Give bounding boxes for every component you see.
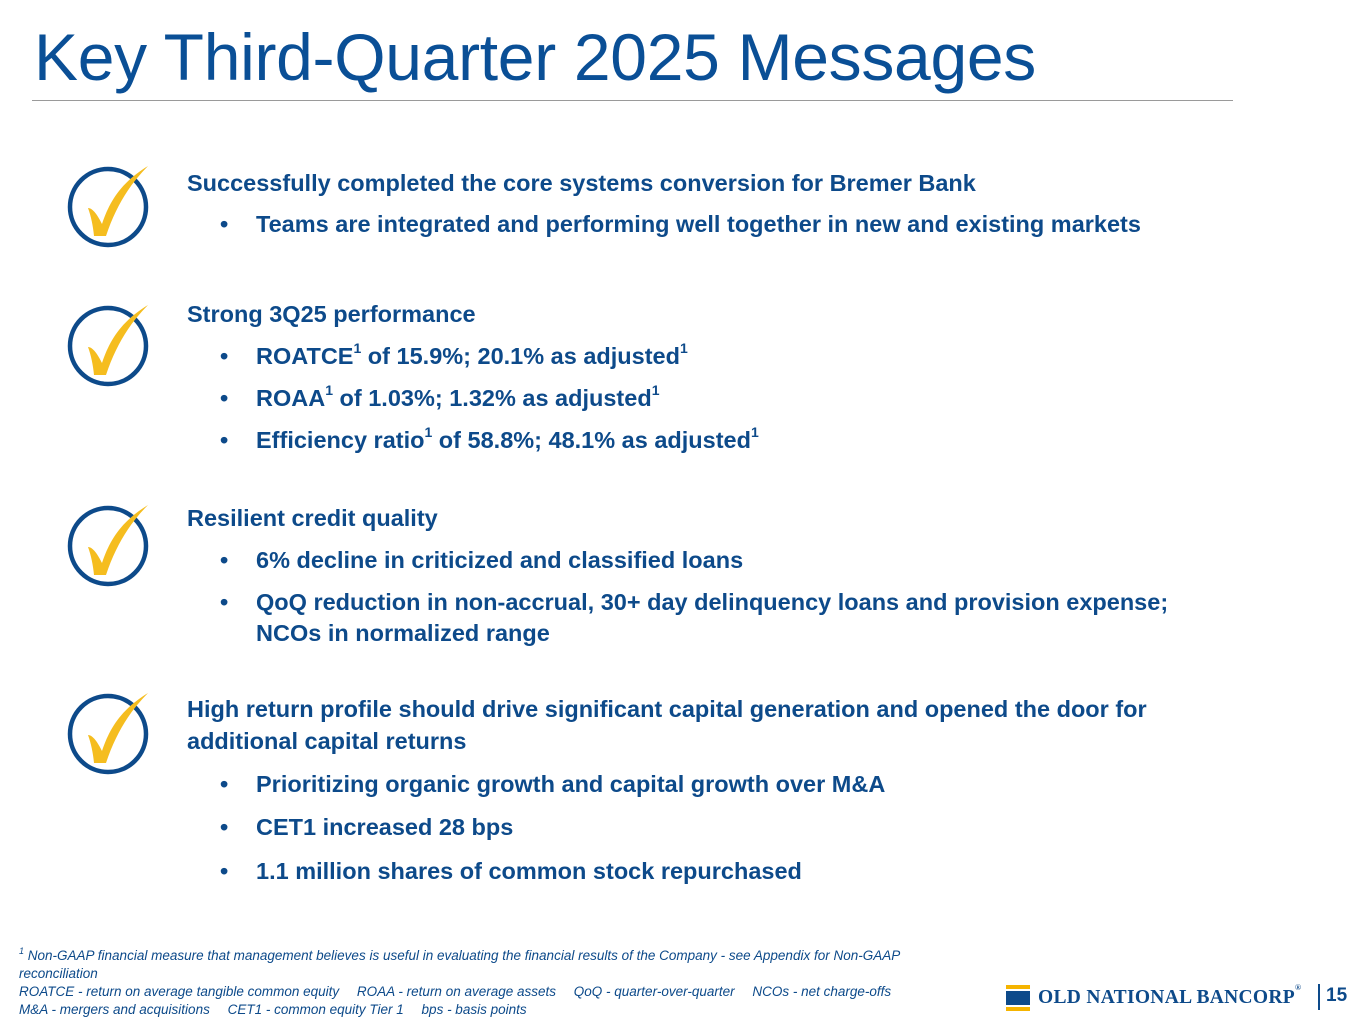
- abbrev-roaa: ROAA - return on average assets: [356, 984, 557, 999]
- bullet-cet1: • CET1 increased 28 bps: [220, 812, 1290, 843]
- bullet-text: CET1 increased 28 bps: [256, 814, 514, 840]
- footnote-non-gaap: 1 Non-GAAP financial measure that manage…: [19, 945, 979, 983]
- bullet-teams-integrated: • Teams are integrated and performing we…: [220, 209, 1290, 240]
- bullet-text: 6% decline in criticized and classified …: [256, 547, 744, 573]
- page-number: 15: [1326, 985, 1348, 1006]
- checkmark-circle-icon: [66, 164, 152, 250]
- page-number-divider: [1318, 984, 1320, 1010]
- footnote-marker: 1: [19, 945, 25, 956]
- bullet-roaa: • ROAA1 of 1.03%; 1.32% as adjusted1: [220, 383, 1290, 414]
- abbrev-ma: M&A - mergers and acquisitions: [19, 1002, 210, 1017]
- logo-mark-icon: [1006, 985, 1030, 1011]
- message-heading-conversion: Successfully completed the core systems …: [187, 170, 976, 196]
- bullet-marker: •: [220, 589, 229, 615]
- footnote-text: Non-GAAP financial measure that manageme…: [19, 948, 900, 981]
- bullet-marker: •: [220, 547, 229, 573]
- abbrev-ncos: NCOs - net charge-offs: [752, 984, 892, 999]
- bullet-text: Teams are integrated and performing well…: [256, 211, 1141, 237]
- footnote-ref: 1: [353, 340, 362, 357]
- message-heading-performance: Strong 3Q25 performance: [187, 301, 476, 327]
- metric-name: Efficiency ratio: [256, 427, 425, 453]
- bullet-organic-growth: • Prioritizing organic growth and capita…: [220, 769, 1290, 800]
- bullet-roatce: • ROATCE1 of 15.9%; 20.1% as adjusted1: [220, 341, 1290, 372]
- title-divider: [32, 100, 1233, 101]
- bullet-marker: •: [220, 771, 229, 797]
- footnote-ref: 1: [424, 424, 433, 441]
- bullet-text: 1.1 million shares of common stock repur…: [256, 858, 802, 884]
- footnotes: 1 Non-GAAP financial measure that manage…: [19, 945, 1009, 1019]
- checkmark-circle-icon: [66, 303, 152, 389]
- metric-name: ROAA: [256, 385, 326, 411]
- bullet-marker: •: [220, 211, 229, 237]
- logo-text: OLD NATIONAL BANCORP: [1038, 987, 1295, 1008]
- bullet-marker: •: [220, 343, 229, 369]
- abbrev-roatce: ROATCE - return on average tangible comm…: [19, 984, 340, 999]
- registered-mark: ®: [1295, 982, 1302, 992]
- bullet-marker: •: [220, 858, 229, 884]
- metric-values: of 15.9%; 20.1% as adjusted: [361, 343, 680, 369]
- bullet-qoq-reduction: • QoQ reduction in non-accrual, 30+ day …: [220, 587, 1200, 649]
- bullet-marker: •: [220, 814, 229, 840]
- checkmark-circle-icon: [66, 503, 152, 589]
- bullet-text: Prioritizing organic growth and capital …: [256, 771, 886, 797]
- page-title: Key Third-Quarter 2025 Messages: [34, 20, 1036, 94]
- metric-name: ROATCE: [256, 343, 354, 369]
- footnote-ref: 1: [325, 382, 333, 399]
- bullet-shares-repurchased: • 1.1 million shares of common stock rep…: [220, 856, 1290, 887]
- abbrev-qoq: QoQ - quarter-over-quarter: [573, 984, 735, 999]
- bullet-marker: •: [220, 427, 229, 453]
- abbrev-bps: bps - basis points: [421, 1002, 527, 1017]
- footnote-ref: 1: [679, 340, 688, 357]
- bullet-marker: •: [220, 385, 229, 411]
- bullet-efficiency-ratio: • Efficiency ratio1 of 58.8%; 48.1% as a…: [220, 425, 1290, 456]
- abbreviations-line-1: ROATCE - return on average tangible comm…: [19, 983, 1009, 1001]
- metric-values: of 1.03%; 1.32% as adjusted: [333, 385, 652, 411]
- bullet-text: QoQ reduction in non-accrual, 30+ day de…: [256, 589, 1169, 646]
- abbreviations-line-2: M&A - mergers and acquisitions CET1 - co…: [19, 1001, 1009, 1019]
- message-heading-credit-quality: Resilient credit quality: [187, 505, 438, 531]
- footnote-ref: 1: [651, 382, 660, 399]
- checkmark-circle-icon: [66, 691, 152, 777]
- bullet-decline-criticized: • 6% decline in criticized and classifie…: [220, 545, 1290, 576]
- message-heading-capital: High return profile should drive signifi…: [187, 696, 1147, 754]
- company-logo: OLD NATIONAL BANCORP®: [1006, 982, 1302, 1012]
- metric-values: of 58.8%; 48.1% as adjusted: [432, 427, 751, 453]
- footnote-ref: 1: [750, 424, 759, 441]
- abbrev-cet1: CET1 - common equity Tier 1: [227, 1002, 404, 1017]
